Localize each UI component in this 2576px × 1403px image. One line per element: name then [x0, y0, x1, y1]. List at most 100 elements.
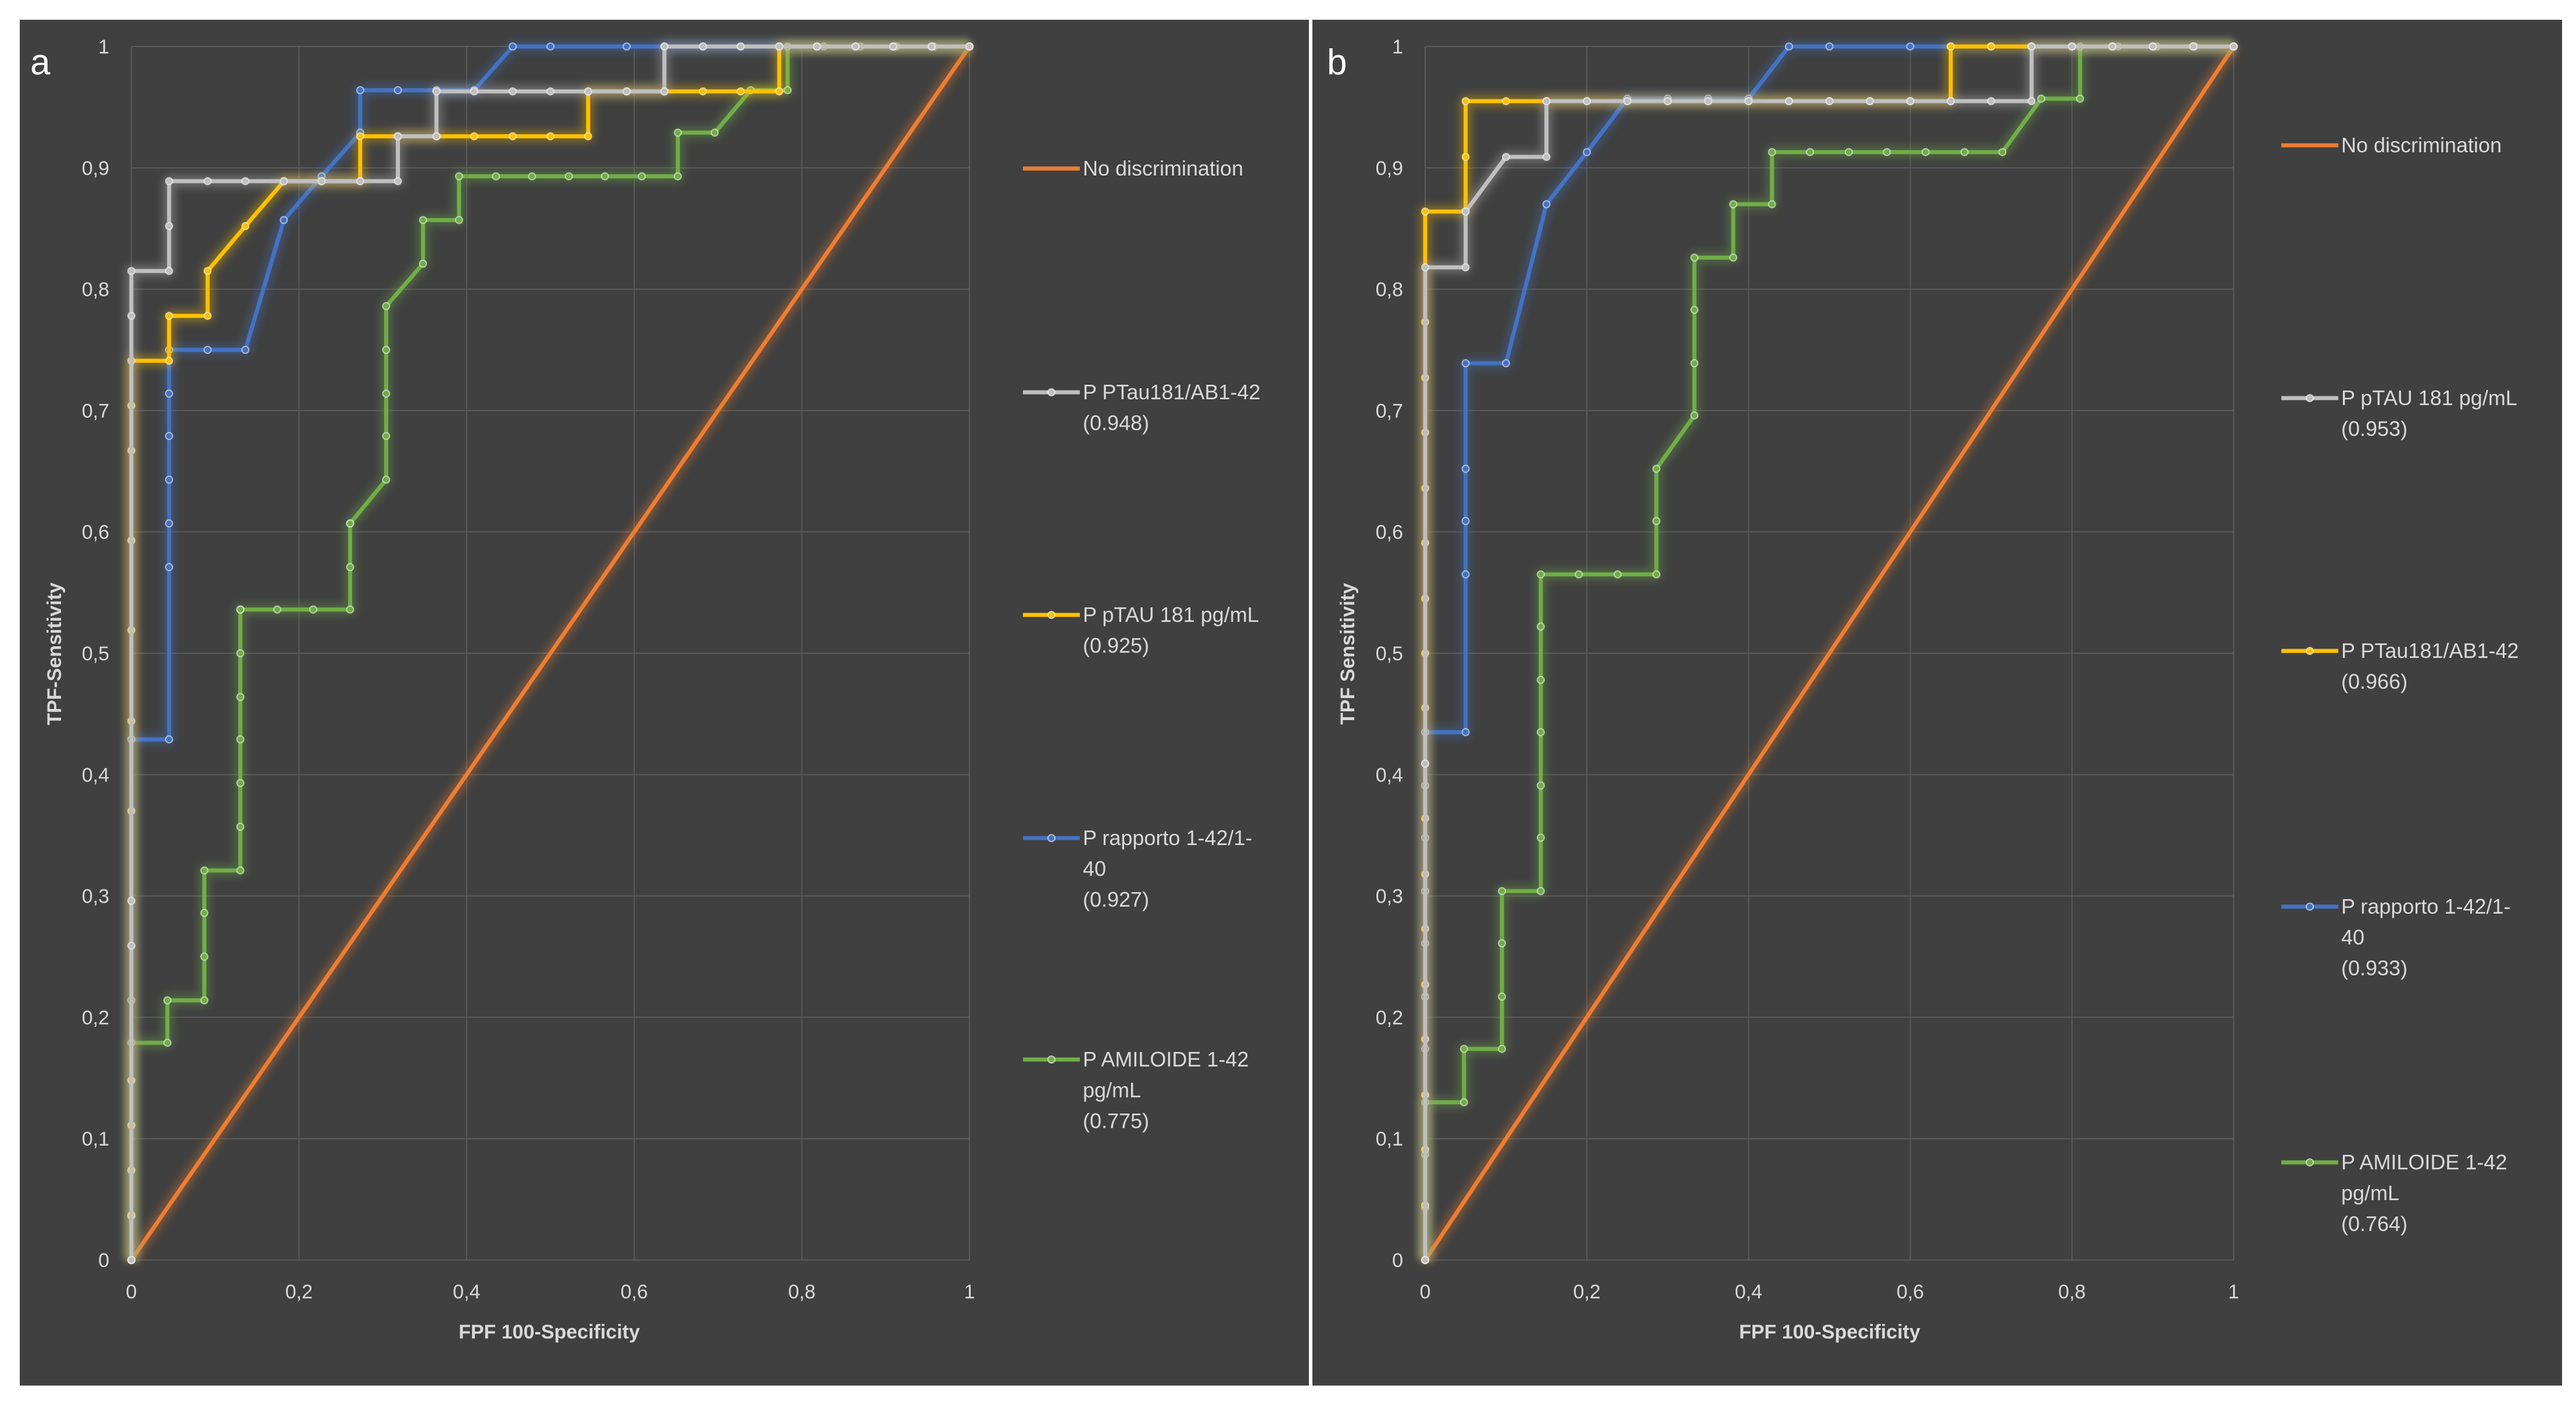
panel-a-data-point — [163, 1039, 171, 1047]
panel-a-data-point — [203, 312, 212, 320]
panel-b-y-tick-label: 0,9 — [1376, 158, 1403, 180]
panel-b-data-point — [1421, 760, 1429, 768]
panel-a-x-tick-label: 0,2 — [285, 1281, 313, 1303]
panel-b-data-point — [1690, 359, 1699, 367]
panel-a-data-point — [509, 132, 517, 141]
panel-b-data-point — [1844, 148, 1853, 156]
panel-b-data-point — [1922, 148, 1930, 156]
panel-b-data-point — [1866, 97, 1874, 105]
panel-a-data-point — [813, 42, 821, 51]
panel-b-data-point — [1768, 148, 1776, 156]
panel-a-y-tick-label: 0,1 — [82, 1128, 109, 1150]
panel-a-data-point — [356, 86, 364, 95]
panel-b-legend-label: P rapporto 1-42/1- — [2341, 894, 2511, 918]
panel-a-data-point — [280, 216, 288, 224]
panel-b-data-point — [1652, 517, 1661, 525]
panel-a-legend-label: P PTau181/AB1-42 — [1083, 380, 1261, 404]
panel-a-data-point — [418, 216, 427, 224]
panel-b-legend-label: No discrimination — [2341, 133, 2502, 157]
panel-b-data-point — [2027, 97, 2036, 105]
panel-a-y-tick-label: 1 — [98, 36, 109, 58]
panel-b-data-point — [1883, 148, 1891, 156]
panel-b-series — [1419, 41, 2239, 1264]
panel-a-y-tick-label: 0,7 — [82, 400, 109, 422]
panel-b-legend-item-rapporto: P rapporto 1-42/1- 40 (0.933) — [2281, 894, 2511, 980]
panel-b-data-point — [1947, 97, 1955, 105]
panel-a-legend-label: P AMILOIDE 1-42 — [1083, 1047, 1248, 1071]
panel-a-data-point — [600, 172, 609, 181]
panel-b-y-tick-label: 0,2 — [1376, 1007, 1403, 1029]
panel-b-data-point — [1729, 200, 1737, 209]
panel-b-data-point — [2067, 42, 2076, 51]
panel-b-data-point — [1906, 42, 1915, 51]
panel-b-data-point — [1613, 570, 1622, 579]
panel-a-data-point — [236, 605, 245, 614]
panel-a-data-point — [164, 267, 173, 275]
panel-a-data-point — [164, 735, 173, 744]
panel-a-data-point — [470, 87, 478, 96]
panel-a-data-point — [509, 87, 517, 96]
panel-a-data-point — [638, 172, 646, 181]
panel-a-data-point — [528, 172, 536, 181]
panel-a-data-point — [241, 222, 250, 230]
panel-b-data-point — [1744, 97, 1753, 105]
panel-a-y-tick-labels: 0 0,1 0,2 0,3 0,4 0,5 0,6 0,7 0,8 0,9 1 — [82, 36, 109, 1272]
panel-a-legend-marker — [1047, 611, 1056, 619]
panel-a-data-point — [660, 42, 669, 51]
panel-a-background — [20, 20, 1309, 1386]
panel-a-data-point — [382, 346, 391, 354]
panel-b-data-point — [1461, 153, 1470, 161]
panel-b-series-ptau-line4 — [1419, 41, 2238, 1264]
panel-a-data-point — [164, 432, 173, 441]
panel-a-series-line — [129, 44, 972, 1262]
panel-a-data-point — [127, 267, 135, 275]
panel-b-x-tick-label: 0,8 — [2058, 1281, 2085, 1303]
panel-b-data-point — [1987, 97, 1995, 105]
panel-b-data-point — [1998, 148, 2007, 156]
panel-a-data-point — [241, 346, 250, 354]
panel-a-y-tick-label: 0,6 — [82, 521, 109, 543]
panel-b-legend-marker — [2306, 1158, 2314, 1166]
panel-a-data-point — [203, 177, 212, 185]
panel-a-data-point — [203, 346, 212, 354]
panel-a-legend-item-amiloide: P AMILOIDE 1-42 pg/mL (0.775) — [1023, 1047, 1248, 1133]
panel-a-legend-label: P pTAU 181 pg/mL — [1083, 603, 1259, 627]
panel-b-data-point — [1536, 887, 1545, 896]
panel-a-series-line — [129, 44, 972, 1262]
panel-a-series-line — [129, 44, 972, 1262]
panel-a-legend-label: No discrimination — [1083, 156, 1243, 180]
panel-a-data-point — [236, 779, 245, 788]
panel-b-background — [1312, 20, 2562, 1386]
panel-a-y-axis-label: TPF-Sensitivity — [44, 582, 66, 725]
panel-a-data-point — [736, 42, 745, 51]
panel-a-data-point — [164, 389, 173, 398]
panel-b-data-point — [1690, 411, 1699, 420]
panel-b-data-point — [1960, 148, 1969, 156]
panel-a-data-point — [309, 605, 317, 614]
panel-a-data-point — [203, 267, 212, 275]
panel-b-data-point — [1947, 42, 1955, 51]
panel-b-legend-label: P PTau181/AB1-42 — [2341, 639, 2519, 663]
panel-b-data-point — [1704, 97, 1712, 105]
panel-b-data-point — [1461, 97, 1470, 105]
panel-a-data-point — [280, 177, 288, 185]
panel-b-legend-label: P AMILOIDE 1-42 — [2341, 1150, 2507, 1174]
panel-b-data-point — [1421, 1256, 1429, 1264]
panel-b-data-point — [1536, 781, 1545, 790]
panel-a-data-point — [775, 42, 783, 51]
panel-a-chart: 0 0,2 0,4 0,6 0,8 1 0 0,1 0,2 0,3 0,4 0,5 0,6 0,7 0,8… — [30, 36, 1261, 1343]
panel-b-data-point — [1542, 200, 1551, 209]
panel-a-data-point — [584, 87, 592, 96]
panel-b-data-point — [1459, 1098, 1468, 1107]
panel-a-legend-item-no-discrimination: No discrimination — [1023, 156, 1243, 180]
panel-b-data-point — [1498, 939, 1507, 947]
panel-a-data-point — [584, 132, 592, 141]
panel-a-data-point — [492, 172, 500, 181]
panel-b-data-point — [1663, 97, 1672, 105]
panel-b-legend-marker — [2306, 903, 2314, 911]
panel-a-data-point — [127, 1256, 135, 1264]
panel-a-data-point — [674, 128, 682, 137]
panel-a-data-point — [346, 563, 355, 571]
panel-a-data-point — [889, 42, 897, 51]
panel-a-x-tick-label: 0,6 — [621, 1281, 648, 1303]
